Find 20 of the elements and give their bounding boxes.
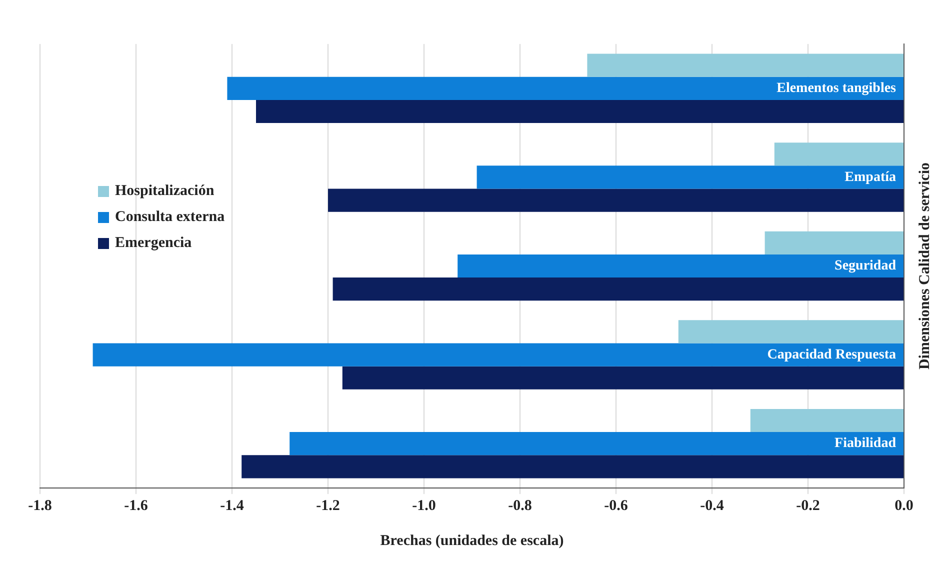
x-tick-label: 0.0 xyxy=(894,498,914,514)
x-tick-label: -0.6 xyxy=(604,498,628,514)
x-tick-label: -0.4 xyxy=(700,498,724,514)
x-axis-title: Brechas (unidades de escala) xyxy=(380,532,564,549)
y-tick-label: Fiabilidad xyxy=(834,436,896,452)
y-tick-label: Capacidad Respuesta xyxy=(767,347,896,362)
y-axis-title: Dimensiones Calidad de servicio xyxy=(916,162,933,370)
y-tick-label: Elementos tangibles xyxy=(776,81,897,96)
x-tick-label: -0.2 xyxy=(796,498,820,514)
legend-label: Hospitalización xyxy=(115,182,214,200)
x-tick-label: -1.6 xyxy=(124,498,148,514)
legend-label: Consulta externa xyxy=(115,208,225,226)
y-tick-label: Empatía xyxy=(844,170,896,185)
legend-label: Emergencia xyxy=(115,234,192,252)
x-tick-label: -0.8 xyxy=(508,498,532,514)
x-tick-label: -1.8 xyxy=(28,498,52,514)
x-tick-label: -1.2 xyxy=(316,498,340,514)
x-tick-label: -1.0 xyxy=(412,498,436,514)
x-tick-label: -1.4 xyxy=(220,498,244,514)
y-tick-label: Seguridad xyxy=(834,258,896,274)
